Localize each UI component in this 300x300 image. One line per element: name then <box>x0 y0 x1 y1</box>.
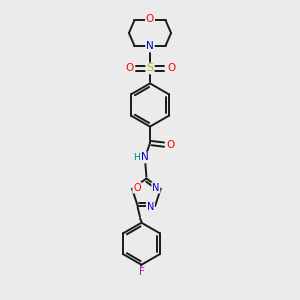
Text: F: F <box>139 267 144 277</box>
Text: S: S <box>146 63 154 74</box>
Text: N: N <box>152 183 160 193</box>
Text: N: N <box>146 41 154 52</box>
Text: O: O <box>133 183 141 193</box>
Text: N: N <box>147 202 154 212</box>
Text: O: O <box>125 63 133 74</box>
Text: N: N <box>141 152 149 163</box>
Text: O: O <box>166 140 174 150</box>
Text: H: H <box>133 153 140 162</box>
Text: O: O <box>146 14 154 25</box>
Text: O: O <box>167 63 175 74</box>
